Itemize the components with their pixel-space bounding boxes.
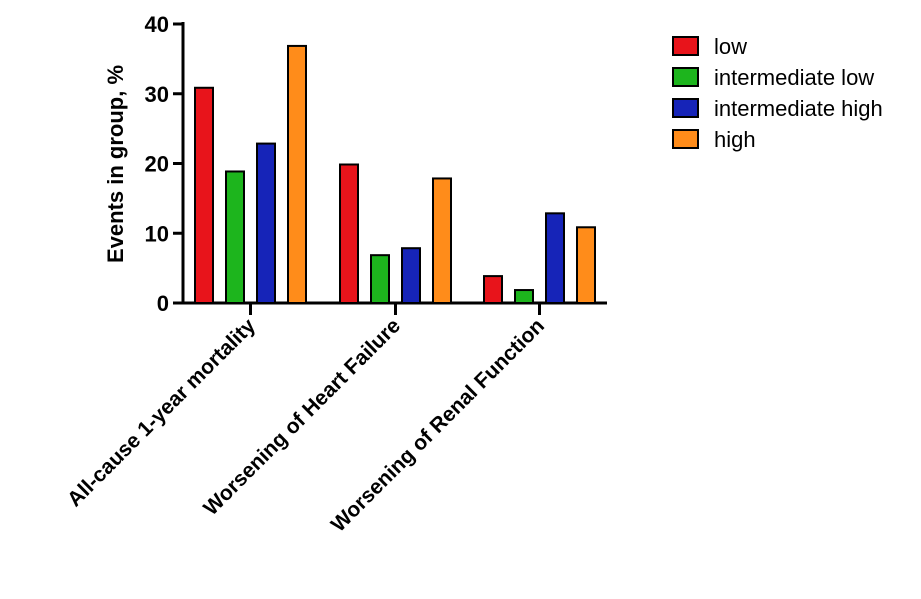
bar	[225, 170, 245, 304]
y-tick-label: 40	[145, 12, 169, 37]
y-tick-label: 0	[157, 291, 169, 316]
legend-swatch	[672, 98, 699, 118]
legend-swatch	[672, 129, 699, 149]
bar	[370, 254, 390, 305]
bar	[256, 142, 276, 304]
y-tick-label: 20	[145, 152, 169, 177]
bar	[401, 247, 421, 304]
legend-label: intermediate high	[714, 96, 883, 121]
y-axis-title: Events in group, %	[103, 65, 128, 263]
bar	[432, 177, 452, 304]
bar	[194, 86, 214, 305]
y-tick-label: 30	[145, 82, 169, 107]
legend-item: high	[672, 127, 756, 152]
bar	[287, 44, 307, 305]
bar	[545, 212, 565, 304]
legend: low intermediate low intermediate high high	[672, 34, 883, 152]
legend-label: high	[714, 127, 756, 152]
legend-label: intermediate low	[714, 65, 874, 90]
y-tick-label: 10	[145, 221, 169, 246]
bar	[483, 275, 503, 305]
legend-item: intermediate low	[672, 65, 874, 90]
bar	[514, 289, 534, 304]
legend-item: low	[672, 34, 747, 59]
legend-item: intermediate high	[672, 96, 883, 121]
legend-label: low	[714, 34, 747, 59]
legend-swatch	[672, 67, 699, 87]
bar	[339, 163, 359, 304]
bar	[576, 226, 596, 304]
legend-swatch	[672, 36, 699, 56]
